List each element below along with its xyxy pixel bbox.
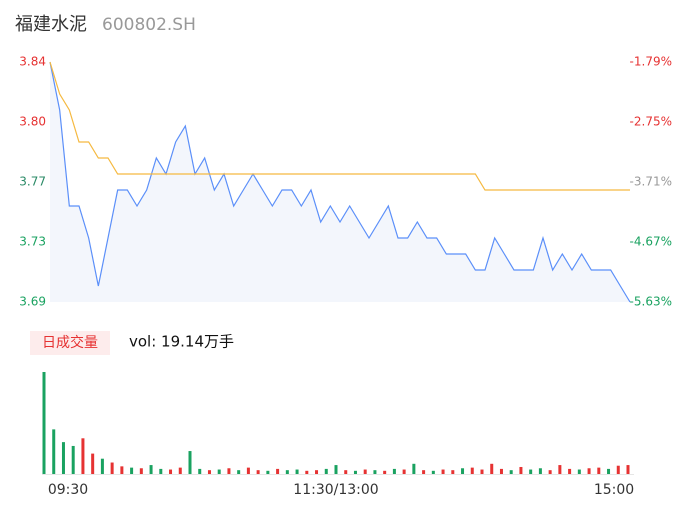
volume-bar bbox=[42, 372, 46, 474]
volume-bar bbox=[61, 442, 65, 474]
volume-bar bbox=[499, 468, 503, 474]
volume-bar bbox=[402, 469, 406, 474]
y-tick-label: 3.73 bbox=[19, 235, 46, 249]
volume-bar bbox=[71, 445, 75, 474]
volume-bar bbox=[383, 470, 387, 474]
volume-bar bbox=[81, 438, 85, 474]
volume-bar bbox=[597, 467, 601, 474]
volume-bar bbox=[91, 453, 95, 474]
volume-bar bbox=[392, 468, 396, 474]
volume-bar bbox=[548, 470, 552, 474]
stock-code: 600802.SH bbox=[102, 15, 196, 35]
volume-bar bbox=[363, 469, 367, 474]
volume-bar bbox=[577, 469, 581, 474]
y2-tick-label: -1.79% bbox=[630, 55, 672, 69]
volume-bar bbox=[198, 468, 202, 474]
volume-bar bbox=[422, 470, 426, 474]
volume-bar bbox=[344, 470, 348, 474]
volume-bar bbox=[315, 470, 319, 474]
volume-bar bbox=[412, 463, 416, 474]
volume-bar bbox=[441, 469, 445, 474]
volume-bar bbox=[509, 470, 513, 474]
y2-tick-label: -5.63% bbox=[630, 295, 672, 309]
volume-bar bbox=[626, 465, 630, 474]
y2-tick-label: -3.71% bbox=[630, 175, 672, 189]
volume-bar bbox=[120, 466, 124, 474]
volume-bar bbox=[276, 468, 280, 474]
volume-bar bbox=[461, 468, 465, 474]
volume-bar bbox=[519, 466, 523, 474]
volume-bar bbox=[470, 467, 474, 474]
average-line bbox=[49, 61, 630, 191]
volume-title: 日成交量 bbox=[42, 334, 98, 351]
volume-bar bbox=[295, 469, 299, 474]
y-tick-label: 3.77 bbox=[19, 175, 46, 189]
volume-bar bbox=[353, 470, 357, 474]
volume-bar bbox=[178, 467, 182, 474]
volume-bar bbox=[52, 429, 56, 474]
y2-tick-label: -2.75% bbox=[630, 115, 672, 129]
volume-bar bbox=[616, 465, 620, 474]
volume-bar bbox=[529, 469, 533, 474]
price-area bbox=[50, 62, 630, 302]
volume-bar bbox=[480, 469, 484, 474]
y-tick-label: 3.84 bbox=[19, 55, 46, 69]
volume-bar bbox=[207, 470, 211, 474]
volume-bar bbox=[100, 458, 104, 474]
volume-bar bbox=[110, 462, 114, 474]
volume-bar bbox=[188, 451, 192, 474]
volume-bar bbox=[334, 465, 338, 474]
y-tick-label: 3.69 bbox=[19, 295, 46, 309]
volume-bar bbox=[169, 469, 173, 474]
volume-bar bbox=[373, 470, 377, 474]
volume-bar bbox=[237, 470, 241, 474]
volume-bar bbox=[490, 463, 494, 474]
volume-bar bbox=[558, 465, 562, 474]
volume-bar bbox=[285, 470, 289, 474]
price-line bbox=[49, 61, 631, 303]
volume-bar bbox=[217, 469, 221, 474]
volume-bar bbox=[451, 470, 455, 474]
volume-bar bbox=[431, 470, 435, 474]
stock-name: 福建水泥 bbox=[15, 14, 87, 35]
volume-bar bbox=[130, 467, 134, 474]
volume-bar bbox=[139, 468, 143, 474]
x-tick-label: 09:30 bbox=[48, 482, 88, 498]
volume-bar bbox=[587, 468, 591, 474]
volume-bar bbox=[607, 468, 611, 474]
volume-label-box bbox=[30, 331, 110, 355]
volume-bar bbox=[305, 470, 309, 474]
volume-bar bbox=[266, 470, 270, 474]
x-tick-label: 11:30/13:00 bbox=[293, 482, 378, 498]
volume-bar bbox=[324, 468, 328, 474]
volume-bar bbox=[256, 470, 260, 474]
volume-bar bbox=[538, 468, 542, 474]
y2-tick-label: -4.67% bbox=[630, 235, 672, 249]
x-tick-label: 15:00 bbox=[594, 482, 634, 498]
volume-bar bbox=[227, 468, 231, 474]
volume-bar bbox=[568, 468, 572, 474]
y-tick-label: 3.80 bbox=[19, 115, 46, 129]
volume-bar bbox=[246, 467, 250, 474]
volume-bar bbox=[159, 468, 163, 474]
volume-bar bbox=[149, 465, 153, 474]
volume-total: vol: 19.14万手 bbox=[129, 333, 234, 351]
